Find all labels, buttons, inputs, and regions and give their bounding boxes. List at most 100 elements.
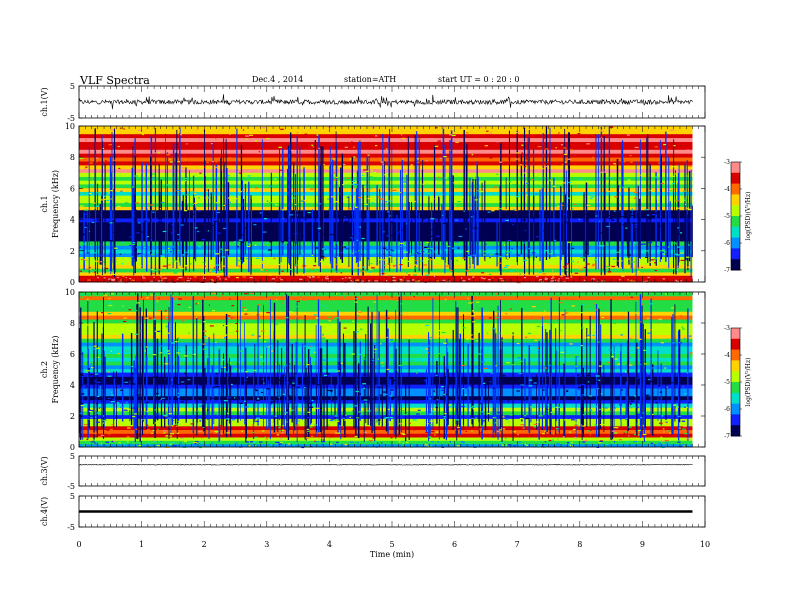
spectral-speckle-1167: [292, 385, 296, 387]
spectral-speckle-1123: [683, 393, 687, 395]
spectral-speckle-1185: [613, 322, 617, 324]
spectral-speckle-636: [397, 299, 399, 301]
spectral-speckle-515: [674, 253, 679, 255]
spectral-speckle-893: [316, 441, 319, 443]
colorbar-segment-16: [731, 205, 740, 209]
spectral-speckle-1181: [298, 229, 303, 231]
spectral-speckle-1042: [221, 433, 225, 435]
spectral-speckle-247: [417, 252, 419, 254]
spectral-speckle-1121: [177, 337, 180, 339]
spectral-speckle-91: [629, 279, 633, 281]
spectral-speckle-923: [102, 415, 105, 417]
spectral-speckle-1063: [513, 431, 516, 433]
spectral-speckle-360: [386, 368, 390, 371]
spectral-speckle-615: [231, 419, 236, 421]
spectral-speckle-972: [237, 422, 239, 424]
spectrogram-band-1-row-4: [79, 353, 693, 358]
colorbar-segment-13: [731, 197, 740, 201]
spectral-speckle-88: [466, 132, 469, 134]
spectral-speckle-753: [432, 363, 434, 365]
spectral-speckle-704: [648, 218, 652, 220]
spectrogram-band-1-row-1: [79, 364, 693, 370]
spectral-speckle-927: [377, 419, 381, 421]
spectral-speckle-487: [425, 247, 430, 249]
spectral-speckle-130: [633, 191, 637, 194]
spectral-speckle-923: [310, 241, 313, 244]
spectral-speckle-324: [650, 329, 652, 331]
spectral-speckle-939: [225, 325, 230, 327]
spectral-speckle-913: [569, 126, 572, 128]
spectral-speckle-652: [521, 152, 524, 154]
spectrogram-band-2-row-5: [79, 218, 693, 223]
spectral-speckle-323: [493, 328, 497, 330]
spectral-speckle-1134: [147, 203, 149, 205]
spectral-speckle-562: [672, 183, 676, 185]
spectrogram-band-1-row-7: [79, 342, 693, 347]
spectral-speckle-961: [304, 133, 308, 135]
spectral-speckle-389: [385, 317, 390, 319]
spectral-speckle-1100: [674, 444, 679, 446]
spectral-speckle-372: [261, 261, 264, 263]
spectral-speckle-972: [648, 228, 653, 231]
spectral-speckle-571: [202, 261, 205, 264]
spectral-speckle-249: [318, 254, 321, 256]
spectral-speckle-861: [334, 247, 338, 250]
spectral-speckle-1076: [174, 300, 179, 303]
spectral-speckle-318: [381, 365, 385, 367]
spectral-speckle-707: [565, 277, 569, 279]
spectral-speckle-136: [613, 268, 616, 270]
spectral-speckle-591: [440, 341, 443, 343]
spectral-speckle-93: [414, 215, 417, 218]
spectral-speckle-1051: [173, 272, 178, 274]
spectral-speckle-956: [653, 219, 656, 222]
channel-label: ch.1: [40, 195, 49, 212]
spectral-speckle-615: [169, 159, 171, 161]
spectral-speckle-1053: [358, 411, 361, 413]
spectral-speckle-1048: [673, 145, 676, 147]
spectral-speckle-62: [335, 317, 339, 319]
spectral-speckle-887: [188, 410, 191, 412]
colorbar-segment-38: [731, 264, 740, 268]
spectral-speckle-1148: [523, 259, 528, 261]
spectral-speckle-713: [334, 242, 338, 244]
spectral-speckle-671: [445, 376, 447, 378]
spectral-speckle-87: [209, 224, 214, 227]
spectral-speckle-823: [445, 421, 447, 423]
spectral-speckle-217: [575, 400, 578, 402]
spectral-speckle-1099: [471, 154, 474, 156]
colorbar-segment-11: [731, 357, 740, 361]
spectral-speckle-764: [508, 300, 511, 302]
spectral-speckle-336: [631, 222, 633, 224]
spectral-speckle-529: [383, 268, 385, 270]
spectral-speckle-1057: [630, 337, 632, 340]
spectral-speckle-777: [375, 421, 379, 423]
colorbar-segment-19: [731, 379, 740, 383]
spectral-speckle-979: [550, 411, 552, 414]
spectral-speckle-694: [488, 279, 491, 281]
spectral-speckle-1106: [622, 268, 626, 270]
spectral-speckle-1088: [191, 203, 194, 205]
spectral-speckle-61: [671, 175, 675, 177]
colorbar-segment-11: [731, 191, 740, 195]
spectral-speckle-1161: [486, 130, 489, 132]
spectral-speckle-471: [540, 412, 542, 414]
spectral-speckle-1188: [660, 342, 665, 344]
spectral-speckle-354: [508, 158, 511, 160]
spectral-speckle-1026: [100, 443, 103, 445]
spectral-speckle-726: [88, 230, 91, 233]
spectral-speckle-106: [112, 355, 115, 357]
spectral-speckle-424: [429, 336, 432, 339]
colorbar-segment-21: [731, 384, 740, 388]
spectral-speckle-1149: [420, 274, 422, 276]
y-tick-label: -5: [67, 523, 75, 532]
spectral-speckle-260: [629, 154, 632, 157]
spectral-speckle-701: [439, 335, 442, 337]
spectral-speckle-339: [307, 411, 311, 413]
waveform-trace: [78, 463, 693, 466]
spectral-speckle-760: [679, 232, 683, 234]
spectral-speckle-816: [170, 379, 172, 381]
colorbar-segment-23: [731, 390, 740, 394]
spectral-speckle-936: [425, 160, 428, 162]
spectral-speckle-1181: [658, 322, 660, 324]
spectral-speckle-455: [452, 441, 456, 443]
